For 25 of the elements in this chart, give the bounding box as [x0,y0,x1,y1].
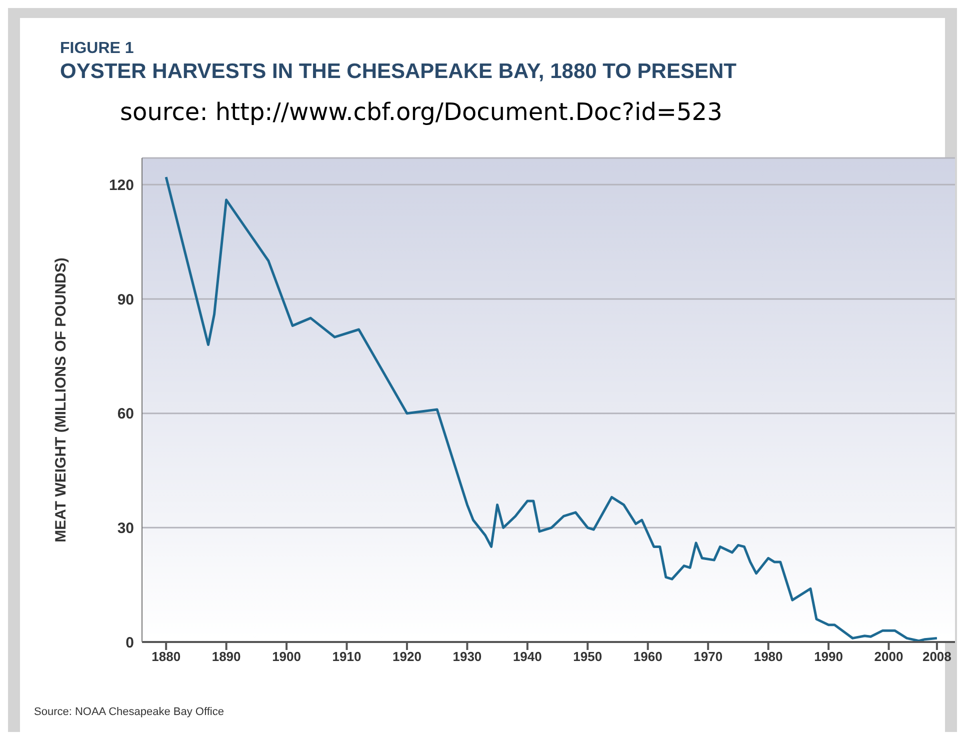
x-tick-label: 2008 [922,649,952,664]
y-tick-label: 30 [117,520,134,537]
y-tick-label: 60 [117,406,134,423]
x-tick-label: 2000 [874,649,904,664]
chart-subtitle: FIGURE 1 [60,40,134,58]
x-tick-label: 1900 [272,649,301,664]
x-tick-label: 1910 [332,649,362,664]
x-tick-label: 1890 [212,649,241,664]
x-tick-label: 1980 [754,649,783,664]
x-tick-label: 1950 [573,649,602,664]
x-tick-label: 1960 [633,649,662,664]
x-tick-label: 1940 [512,649,542,664]
source-note: source: http://www.cbf.org/Document.Doc?id=523 [120,98,722,126]
y-axis-title: MEAT WEIGHT (MILLIONS OF POUNDS) [52,258,70,542]
x-tick-label: 1990 [814,649,843,664]
x-tick-label: 1880 [152,649,181,664]
x-tick-label: 1970 [694,649,723,664]
y-tick-label: 0 [126,634,134,652]
chart-title: OYSTER HARVESTS IN THE CHESAPEAKE BAY, 1880 TO PRESENT [60,60,736,84]
y-tick-label: 120 [108,177,134,194]
x-tick-label: 1920 [392,649,422,664]
source-note: Source: NOAA Chesapeake Bay Office [34,706,224,718]
y-tick-label: 90 [117,291,134,308]
x-tick-label: 1930 [452,649,482,664]
line-series [164,176,938,642]
